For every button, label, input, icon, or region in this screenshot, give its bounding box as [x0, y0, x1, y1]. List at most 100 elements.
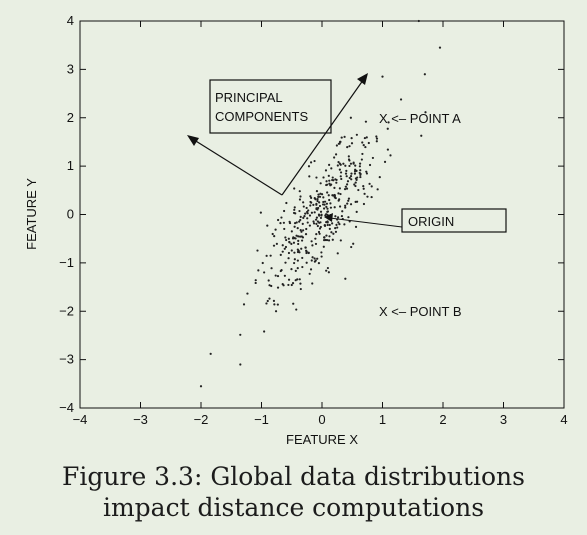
data-point — [309, 268, 313, 271]
data-point — [326, 210, 329, 213]
data-point — [353, 170, 357, 173]
data-point — [272, 244, 276, 247]
data-point — [292, 241, 296, 244]
data-point — [335, 223, 338, 227]
data-point — [320, 255, 323, 258]
data-point — [265, 254, 268, 257]
data-point — [333, 186, 336, 189]
data-point — [311, 282, 314, 285]
data-point — [362, 187, 365, 190]
data-point — [361, 141, 364, 144]
data-point — [349, 203, 353, 206]
data-point — [352, 242, 355, 245]
data-point — [317, 230, 321, 234]
data-point — [327, 239, 331, 242]
data-point — [345, 187, 349, 190]
figure-caption: Figure 3.3: Global data distributions im… — [0, 461, 587, 523]
data-point — [362, 202, 366, 206]
data-point — [300, 239, 304, 242]
principal-label-line1: PRINCIPAL — [215, 90, 283, 105]
data-point — [270, 284, 273, 288]
data-point — [364, 120, 368, 123]
data-point — [312, 222, 316, 225]
data-point — [319, 221, 322, 224]
data-point — [423, 73, 426, 76]
data-point — [320, 251, 323, 254]
data-point — [337, 142, 340, 145]
data-point — [334, 215, 337, 218]
data-point — [348, 176, 351, 180]
data-point — [315, 216, 319, 219]
data-point — [290, 268, 293, 271]
data-point — [314, 198, 317, 201]
data-point — [346, 202, 349, 205]
data-point — [353, 172, 357, 175]
x-tick-label: 0 — [318, 412, 325, 427]
data-point — [383, 160, 387, 163]
x-tick-label: −3 — [133, 412, 148, 427]
data-point — [346, 146, 349, 149]
principal-arrow-minor — [190, 137, 283, 196]
data-point — [315, 190, 319, 193]
data-point — [306, 212, 309, 215]
data-point — [287, 283, 290, 287]
principal-arrowhead-major — [357, 73, 368, 85]
data-point — [307, 251, 310, 254]
data-point — [340, 177, 343, 181]
data-point — [314, 242, 318, 246]
data-point — [328, 235, 331, 238]
data-point — [298, 209, 301, 213]
data-point — [381, 75, 384, 78]
data-point — [293, 206, 296, 209]
data-point — [284, 236, 287, 239]
data-point — [367, 141, 370, 145]
data-point — [354, 225, 358, 228]
data-point — [338, 187, 341, 190]
data-point — [325, 234, 328, 237]
data-point — [282, 221, 285, 224]
data-point — [293, 251, 296, 254]
data-point — [325, 238, 329, 242]
data-point — [344, 172, 348, 175]
data-point — [347, 158, 351, 161]
data-point — [325, 269, 328, 272]
data-point — [322, 176, 325, 179]
data-point — [321, 203, 325, 206]
data-point — [297, 242, 300, 246]
data-point — [315, 233, 318, 236]
data-point — [296, 259, 299, 262]
data-point — [345, 183, 349, 186]
data-point — [281, 250, 284, 253]
data-point — [334, 230, 338, 233]
data-point — [344, 206, 347, 209]
data-point — [316, 197, 319, 201]
data-point — [287, 278, 291, 281]
data-point — [342, 162, 345, 165]
data-point — [334, 227, 337, 230]
data-point — [295, 308, 298, 311]
data-point — [275, 242, 278, 245]
data-point — [360, 158, 363, 161]
data-point — [362, 144, 365, 147]
data-point — [297, 239, 300, 242]
data-point — [328, 182, 331, 185]
data-point — [299, 195, 302, 198]
data-point — [301, 265, 304, 269]
data-point — [256, 249, 259, 252]
data-point — [350, 142, 354, 145]
data-point — [246, 292, 249, 295]
data-point — [325, 202, 329, 205]
data-point — [326, 207, 329, 210]
data-point — [268, 284, 271, 287]
data-point — [276, 286, 280, 289]
data-point — [330, 167, 333, 170]
y-tick-label: −4 — [59, 400, 74, 415]
data-point — [371, 156, 375, 160]
data-point — [323, 224, 326, 227]
data-point — [322, 207, 326, 210]
data-point — [318, 214, 321, 217]
data-point — [293, 222, 297, 225]
data-point — [302, 205, 305, 208]
data-point — [305, 250, 308, 253]
origin-arrowhead — [324, 213, 333, 222]
